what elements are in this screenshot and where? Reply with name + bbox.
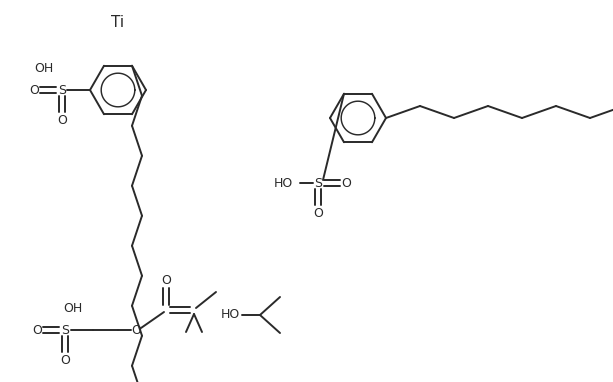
Text: S: S xyxy=(61,324,69,337)
Text: O: O xyxy=(131,324,141,337)
Text: O: O xyxy=(161,274,171,286)
Text: O: O xyxy=(57,113,67,126)
Text: HO: HO xyxy=(221,309,240,322)
Text: HO: HO xyxy=(274,176,293,189)
Text: O: O xyxy=(60,353,70,366)
Text: S: S xyxy=(314,176,322,189)
Text: S: S xyxy=(58,84,66,97)
Text: O: O xyxy=(341,176,351,189)
Text: O: O xyxy=(313,207,323,220)
Text: O: O xyxy=(32,324,42,337)
Text: OH: OH xyxy=(34,62,53,74)
Text: O: O xyxy=(29,84,39,97)
Text: Ti: Ti xyxy=(112,15,124,29)
Text: OH: OH xyxy=(63,301,83,314)
